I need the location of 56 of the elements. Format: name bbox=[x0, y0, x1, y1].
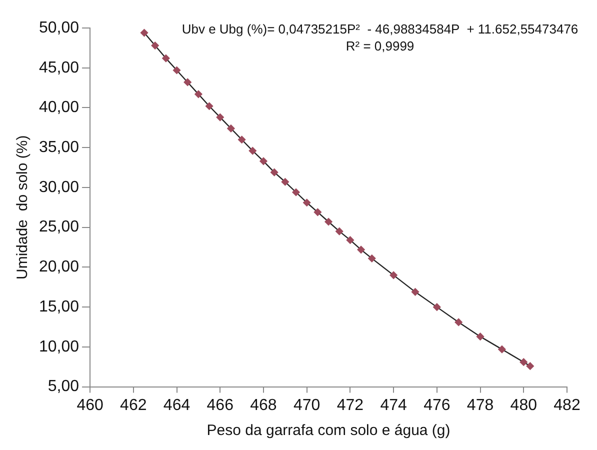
y-tick-label: 5,00 bbox=[48, 378, 80, 396]
point bbox=[390, 271, 398, 279]
y-tick-label: 15,00 bbox=[38, 298, 80, 316]
point bbox=[205, 102, 214, 110]
y-tick-label: 25,00 bbox=[38, 218, 80, 236]
point bbox=[520, 358, 528, 366]
point bbox=[151, 42, 159, 50]
x-tick-label: 480 bbox=[510, 396, 538, 414]
point bbox=[238, 136, 246, 144]
point bbox=[336, 228, 344, 236]
point bbox=[292, 188, 300, 196]
x-tick-label: 474 bbox=[380, 396, 408, 414]
x-tick-label: 462 bbox=[120, 396, 147, 414]
point bbox=[248, 146, 256, 155]
point bbox=[162, 54, 170, 62]
x-axis-title: Peso da garrafa com solo e água (g) bbox=[206, 422, 450, 440]
point bbox=[270, 168, 278, 176]
point bbox=[476, 332, 484, 340]
annotation: R² = 0,9999 bbox=[346, 38, 414, 54]
point bbox=[184, 78, 192, 86]
y-axis-title: Umidade do solo (%) bbox=[14, 135, 32, 280]
x-tick-label: 478 bbox=[466, 396, 494, 414]
y-tick-label: 20,00 bbox=[38, 258, 80, 276]
point bbox=[411, 288, 420, 296]
x-tick-label: 472 bbox=[336, 396, 364, 414]
y-tick-label: 40,00 bbox=[38, 99, 80, 116]
point bbox=[140, 28, 148, 37]
point bbox=[314, 208, 322, 216]
point bbox=[498, 346, 506, 354]
x-tick-label: 476 bbox=[424, 396, 450, 414]
point bbox=[303, 198, 311, 206]
x-tick-label: 460 bbox=[76, 396, 104, 414]
x-tick-label: 468 bbox=[250, 396, 277, 414]
x-tick-label: 464 bbox=[163, 396, 190, 414]
point bbox=[526, 362, 534, 370]
y-tick-label: 50,00 bbox=[38, 19, 80, 36]
annotation: Ubv e Ubg (%)= 0,04735215P² - 46,98834584P + 11.652,55473476 bbox=[182, 22, 578, 37]
x-tick-label: 466 bbox=[206, 396, 234, 414]
point bbox=[172, 66, 181, 74]
point bbox=[260, 157, 268, 165]
y-tick-label: 45,00 bbox=[38, 59, 80, 76]
y-tick-label: 30,00 bbox=[38, 178, 80, 196]
point bbox=[194, 90, 202, 98]
point bbox=[324, 218, 332, 226]
x-tick-label: 482 bbox=[554, 396, 580, 414]
x-tick-label: 470 bbox=[293, 396, 320, 414]
point bbox=[454, 318, 462, 326]
point bbox=[433, 303, 441, 311]
point bbox=[357, 246, 365, 254]
point bbox=[346, 236, 354, 244]
point bbox=[216, 114, 224, 122]
point bbox=[368, 254, 376, 262]
y-tick-label: 10,00 bbox=[38, 338, 80, 356]
point bbox=[281, 178, 289, 186]
y-tick-label: 35,00 bbox=[38, 139, 80, 156]
point bbox=[227, 124, 235, 132]
